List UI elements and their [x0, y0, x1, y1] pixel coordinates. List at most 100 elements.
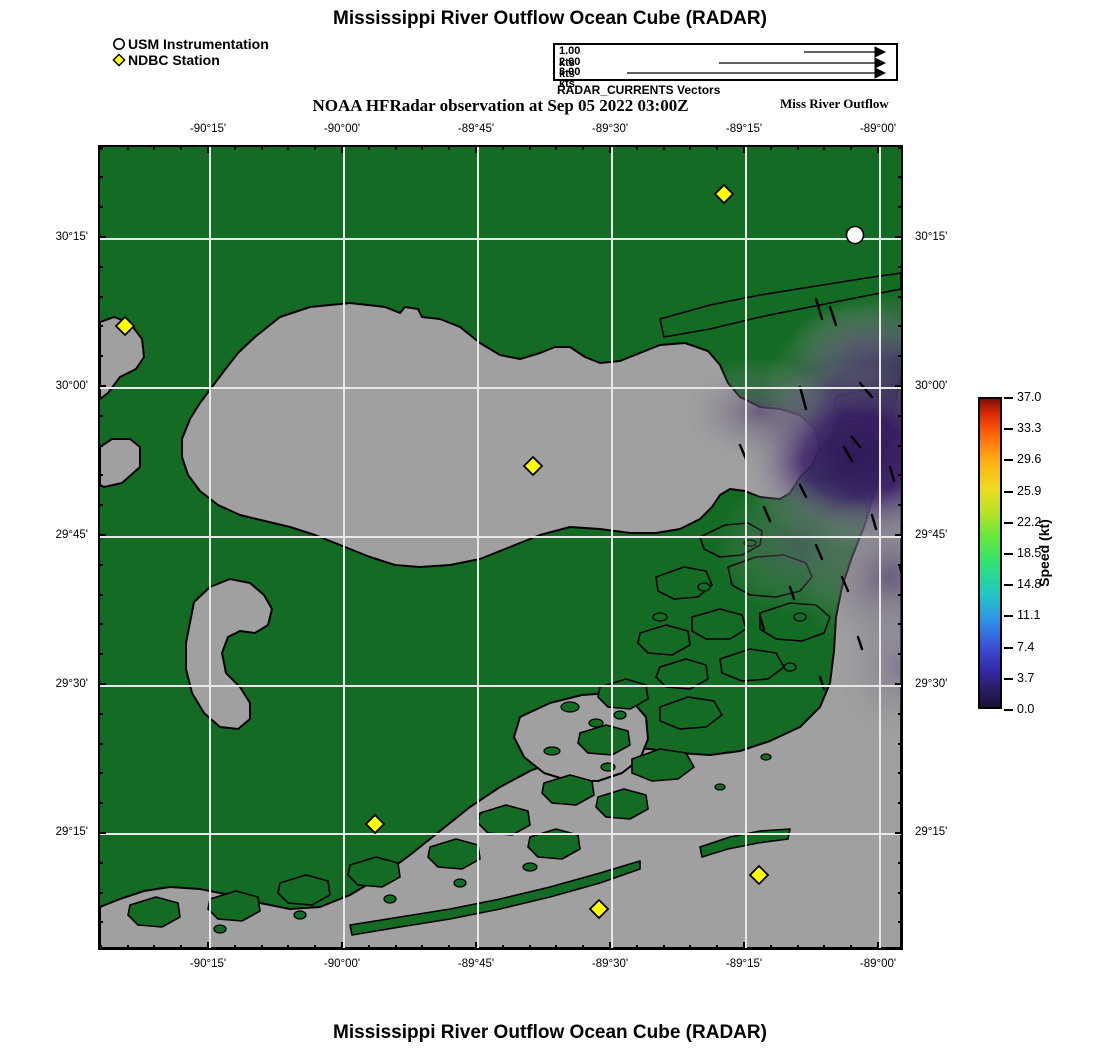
y-tick — [898, 414, 903, 417]
marker-legend: USM Instrumentation NDBC Station — [110, 36, 269, 68]
y-tick — [895, 832, 903, 834]
y-tick — [98, 802, 103, 805]
colorbar-tick-label: 7.4 — [1017, 639, 1035, 654]
colorbar-tick — [1004, 677, 1013, 680]
y-tick — [98, 176, 103, 179]
station-markers — [114, 183, 865, 920]
x-tick — [448, 145, 451, 150]
x-tick — [314, 945, 317, 950]
y-tick — [898, 623, 903, 626]
y-tick — [895, 534, 903, 536]
y-tick — [98, 414, 103, 417]
x-tick — [367, 945, 370, 950]
legend-item-usm: USM Instrumentation — [110, 36, 269, 52]
x-tick — [582, 145, 585, 150]
colorbar-tick — [1004, 584, 1013, 587]
y-tick — [98, 295, 103, 298]
colorbar-tick — [1004, 709, 1013, 711]
x-tick — [153, 145, 156, 150]
colorbar-tick-label: 14.8 — [1017, 577, 1042, 592]
x-tick — [716, 945, 719, 950]
y-tick — [898, 802, 903, 805]
speed-field — [680, 292, 901, 747]
x-tick — [582, 945, 585, 950]
colorbar[interactable] — [978, 397, 1002, 709]
y-tick — [98, 146, 103, 149]
x-tick — [609, 145, 611, 153]
x-tick — [662, 945, 665, 950]
legend-label-ndbc: NDBC Station — [128, 52, 220, 68]
y-axis-label-right: 30°15' — [915, 231, 948, 243]
y-axis-label-right: 29°30' — [915, 678, 948, 690]
x-tick — [716, 145, 719, 150]
x-tick — [689, 145, 692, 150]
x-tick — [341, 145, 343, 153]
x-axis-label-top: -90°15' — [189, 123, 227, 135]
legend-item-ndbc: NDBC Station — [110, 52, 269, 68]
y-tick — [98, 385, 106, 387]
x-tick — [475, 942, 477, 950]
y-tick — [98, 325, 103, 328]
y-tick — [898, 176, 903, 179]
y-tick — [898, 444, 903, 447]
colorbar-tick — [1004, 459, 1013, 462]
y-tick — [98, 355, 103, 358]
y-tick — [98, 683, 106, 685]
x-axis-label-bottom: -90°00' — [323, 958, 361, 970]
y-tick — [98, 504, 103, 507]
vector-scale-label-1: 1.00 kts — [559, 45, 581, 69]
y-axis-label-left: 30°15' — [55, 231, 88, 243]
x-tick — [528, 945, 531, 950]
y-tick — [98, 474, 103, 477]
y-axis-label-left: 29°45' — [55, 529, 88, 541]
x-tick — [796, 945, 799, 950]
y-tick — [898, 653, 903, 656]
x-tick — [743, 145, 745, 153]
x-tick — [501, 945, 504, 950]
y-axis-label-left: 29°15' — [55, 826, 88, 838]
x-axis-label-top: -89°45' — [457, 123, 495, 135]
x-tick — [314, 145, 317, 150]
x-tick — [180, 145, 183, 150]
y-tick — [98, 623, 103, 626]
y-tick — [98, 742, 103, 745]
legend-label-usm: USM Instrumentation — [128, 36, 269, 52]
x-tick — [394, 945, 397, 950]
y-tick — [98, 861, 103, 864]
x-tick — [448, 945, 451, 950]
ndbc-station-marker[interactable] — [748, 864, 770, 886]
x-tick — [153, 945, 156, 950]
ndbc-station-marker[interactable] — [713, 183, 735, 205]
x-tick — [823, 145, 826, 150]
x-tick — [501, 145, 504, 150]
x-tick — [823, 945, 826, 950]
outflow-corner-label: Miss River Outflow — [780, 96, 889, 111]
y-tick — [98, 534, 106, 536]
colorbar-tick — [1004, 490, 1013, 493]
vector-scale-arrows — [627, 46, 887, 79]
ndbc-station-marker[interactable] — [522, 455, 544, 477]
x-tick — [421, 945, 424, 950]
ndbc-station-marker[interactable] — [364, 813, 386, 835]
colorbar-tick-label: 22.2 — [1017, 514, 1042, 529]
ndbc-station-marker[interactable] — [588, 898, 610, 920]
x-tick — [877, 145, 879, 153]
y-tick — [98, 891, 103, 894]
y-tick — [895, 236, 903, 238]
y-tick — [898, 325, 903, 328]
ndbc-station-marker[interactable] — [114, 315, 136, 337]
y-axis-label-left: 30°00' — [55, 380, 88, 392]
y-tick — [898, 593, 903, 596]
x-tick — [796, 145, 799, 150]
map-canvas[interactable] — [98, 145, 903, 950]
x-tick — [126, 145, 129, 150]
y-tick — [898, 295, 903, 298]
colorbar-tick — [1004, 397, 1013, 399]
y-tick — [98, 921, 103, 924]
x-tick — [555, 945, 558, 950]
usm-instrumentation-marker[interactable] — [845, 225, 865, 245]
x-tick — [662, 145, 665, 150]
x-tick — [260, 145, 263, 150]
x-axis-label-bottom: -89°30' — [591, 958, 629, 970]
x-tick — [743, 942, 745, 950]
